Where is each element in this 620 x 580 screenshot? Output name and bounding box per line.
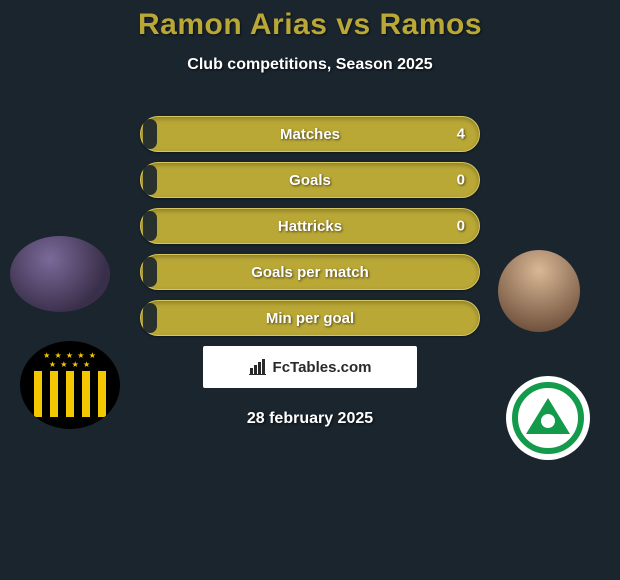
stat-pill-left-fill [143, 165, 157, 195]
stat-pill: Matches 4 [140, 116, 480, 152]
stat-pill-left-fill [143, 119, 157, 149]
stat-pill: Hattricks 0 [140, 208, 480, 244]
club-right-badge [506, 376, 590, 460]
player-left-avatar [10, 236, 110, 312]
club-left-badge: ★ ★ ★ ★ ★★ ★ ★ ★ [20, 341, 120, 429]
chart-bars-icon [249, 359, 269, 375]
club-right-triangle-icon [526, 398, 570, 434]
stats-area: ★ ★ ★ ★ ★★ ★ ★ ★ Matches4Goals0Hattricks… [0, 116, 620, 336]
stat-label: Matches [280, 126, 340, 143]
club-right-ring-icon [512, 382, 584, 454]
comparison-card: Ramon Arias vs Ramos Club competitions, … [0, 0, 620, 428]
stat-pill-left-fill [143, 303, 157, 333]
subtitle: Club competitions, Season 2025 [0, 56, 620, 74]
stat-value-right: 4 [457, 126, 465, 143]
stat-label: Hattricks [278, 218, 342, 235]
stat-label: Goals per match [251, 264, 369, 281]
penarol-stars-icon: ★ ★ ★ ★ ★★ ★ ★ ★ [20, 351, 120, 369]
stat-pill: Min per goal [140, 300, 480, 336]
page-title: Ramon Arias vs Ramos [0, 8, 620, 42]
stat-label: Goals [289, 172, 331, 189]
brand-text: FcTables.com [273, 359, 372, 376]
stat-value-right: 0 [457, 172, 465, 189]
penarol-stripes-icon [34, 371, 106, 417]
stat-pill-left-fill [143, 257, 157, 287]
stat-label: Min per goal [266, 310, 354, 327]
stat-value-right: 0 [457, 218, 465, 235]
stat-pill-left-fill [143, 211, 157, 241]
stat-pill: Goals 0 [140, 162, 480, 198]
brand-footer[interactable]: FcTables.com [203, 346, 417, 388]
stat-pill: Goals per match [140, 254, 480, 290]
player-right-avatar [498, 250, 580, 332]
